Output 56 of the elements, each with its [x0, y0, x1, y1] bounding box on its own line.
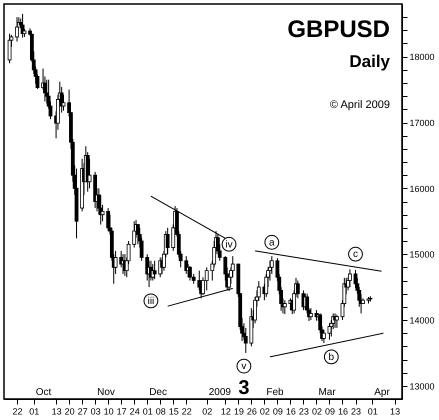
candlestick: [204, 266, 209, 291]
x-tick-label: 12: [220, 406, 231, 416]
x-tick-label: 16: [286, 406, 296, 416]
x-tick-label: 24: [130, 406, 140, 416]
candlestick: [8, 33, 12, 64]
x-tick-label: 16: [338, 406, 348, 416]
annotation: Nov: [97, 387, 115, 398]
annotation: Dec: [149, 387, 167, 398]
x-tick-label: 10: [104, 406, 114, 416]
x-tick-label: 09: [272, 406, 283, 416]
x-tick-label: 22: [12, 406, 23, 416]
candlestick: [152, 260, 157, 280]
annotation: Oct: [36, 387, 52, 398]
candlestick: [132, 220, 136, 248]
y-tick-label: 13000: [410, 381, 435, 392]
annotation: c: [353, 249, 358, 260]
x-tick-label: 27: [78, 406, 88, 416]
x-tick-label: 02: [312, 406, 322, 416]
annotation: 2009: [208, 387, 232, 398]
x-tick-label: 17: [116, 406, 127, 416]
candlestick: [140, 237, 144, 262]
x-tick-label: 01: [142, 406, 153, 416]
x-tick-label: 03: [90, 406, 101, 416]
annotation: iii: [148, 296, 154, 307]
x-tick-label: 01: [368, 406, 378, 416]
annotation: Apr: [374, 387, 390, 398]
x-tick-label: 09: [324, 406, 335, 416]
y-tick-label: 18000: [410, 52, 435, 62]
x-tick-label: 02: [202, 406, 212, 416]
y-tick-label: 17000: [410, 118, 435, 128]
annotation: b: [328, 352, 335, 363]
x-tick-label: 15: [168, 406, 179, 416]
x-tick-label: 26: [246, 406, 257, 416]
x-tick-label: 13: [52, 406, 62, 416]
y-tick-label: 14000: [410, 316, 435, 326]
annotation: 3: [238, 377, 250, 400]
x-tick-label: 01: [29, 406, 40, 416]
candlestick: [166, 227, 170, 255]
annotation: a: [269, 237, 276, 248]
x-tick-label: 22: [182, 406, 192, 416]
y-tick-label: 15000: [410, 250, 435, 260]
x-tick-label: 23: [350, 406, 362, 416]
x-tick-label: 23: [298, 406, 309, 416]
annotation: iv: [225, 239, 233, 250]
x-tick-label: 08: [156, 406, 166, 416]
text: Daily: [349, 52, 391, 71]
annotation: © April 2009: [330, 99, 390, 111]
x-tick-label: 19: [234, 406, 244, 416]
x-tick-label: 02: [260, 406, 270, 416]
x-tick-label: 20: [64, 406, 75, 416]
annotation: Feb: [266, 387, 284, 398]
text: GBPUSD: [287, 16, 390, 43]
x-tick-label: 13: [390, 406, 400, 416]
annotation: v: [241, 361, 246, 372]
annotation: Mar: [318, 387, 336, 398]
y-tick-label: 16000: [410, 184, 435, 194]
